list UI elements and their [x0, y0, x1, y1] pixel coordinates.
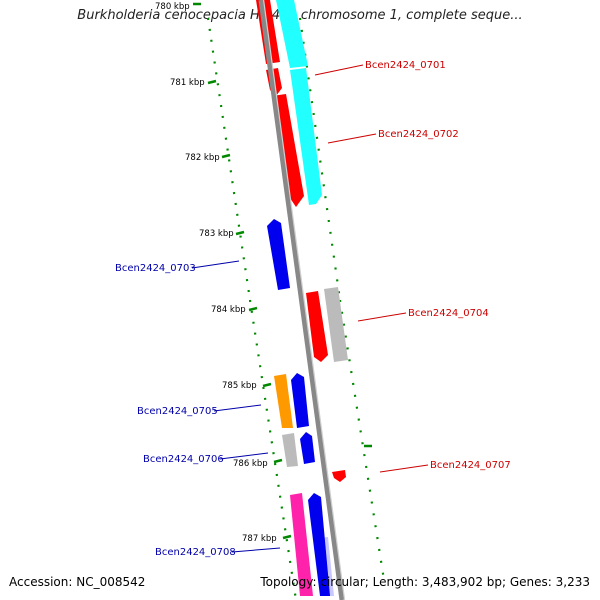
gene-0707-red[interactable]: [332, 470, 346, 482]
gene-label-0704[interactable]: Bcen2424_0704: [408, 308, 489, 319]
kbp-label: 782 kbp: [185, 153, 220, 163]
gene-0706-blue[interactable]: [300, 432, 315, 464]
gene-label-0707[interactable]: Bcen2424_0707: [430, 460, 511, 471]
kbp-ticks: 780 kbp 781 kbp 782 kbp 783 kbp 784 kbp …: [155, 2, 292, 544]
kbp-label: 784 kbp: [211, 305, 246, 315]
kbp-label: 781 kbp: [170, 78, 205, 88]
gene-0705-blue[interactable]: [291, 373, 309, 428]
kbp-label: 780 kbp: [155, 2, 190, 12]
kbp-label: 785 kbp: [222, 381, 257, 391]
gene-0704-red[interactable]: [306, 291, 328, 362]
gene-0708-pink[interactable]: [290, 493, 313, 596]
gene-label-0703[interactable]: Bcen2424_0703: [115, 263, 196, 274]
gene-labels: Bcen2424_0701 Bcen2424_0702 Bcen2424_070…: [115, 60, 511, 558]
map-title: Burkholderia cenocepacia HI2424 chromoso…: [77, 8, 523, 23]
accession-text: Accession: NC_008542: [9, 575, 146, 589]
gene-0704-gray[interactable]: [324, 287, 348, 362]
genome-summary: Topology: circular; Length: 3,483,902 bp…: [260, 575, 590, 589]
gene-0705-orange[interactable]: [274, 374, 293, 428]
callout-lines: [191, 64, 429, 553]
kbp-label: 783 kbp: [199, 229, 234, 239]
gene-0706-gray[interactable]: [282, 433, 298, 467]
gene-label-0702[interactable]: Bcen2424_0702: [378, 129, 459, 140]
kbp-label: 787 kbp: [242, 534, 277, 544]
kbp-label: 786 kbp: [233, 459, 268, 469]
gene-0701-cyan[interactable]: [276, 0, 322, 205]
gene-0703-blue[interactable]: [267, 219, 290, 290]
gene-label-0708[interactable]: Bcen2424_0708: [155, 547, 236, 558]
gene-0708-blue[interactable]: [308, 493, 330, 596]
gene-label-0706[interactable]: Bcen2424_0706: [143, 454, 224, 465]
backbone: [258, 0, 346, 600]
gene-label-0701[interactable]: Bcen2424_0701: [365, 60, 446, 71]
gene-label-0705[interactable]: Bcen2424_0705: [137, 406, 218, 417]
